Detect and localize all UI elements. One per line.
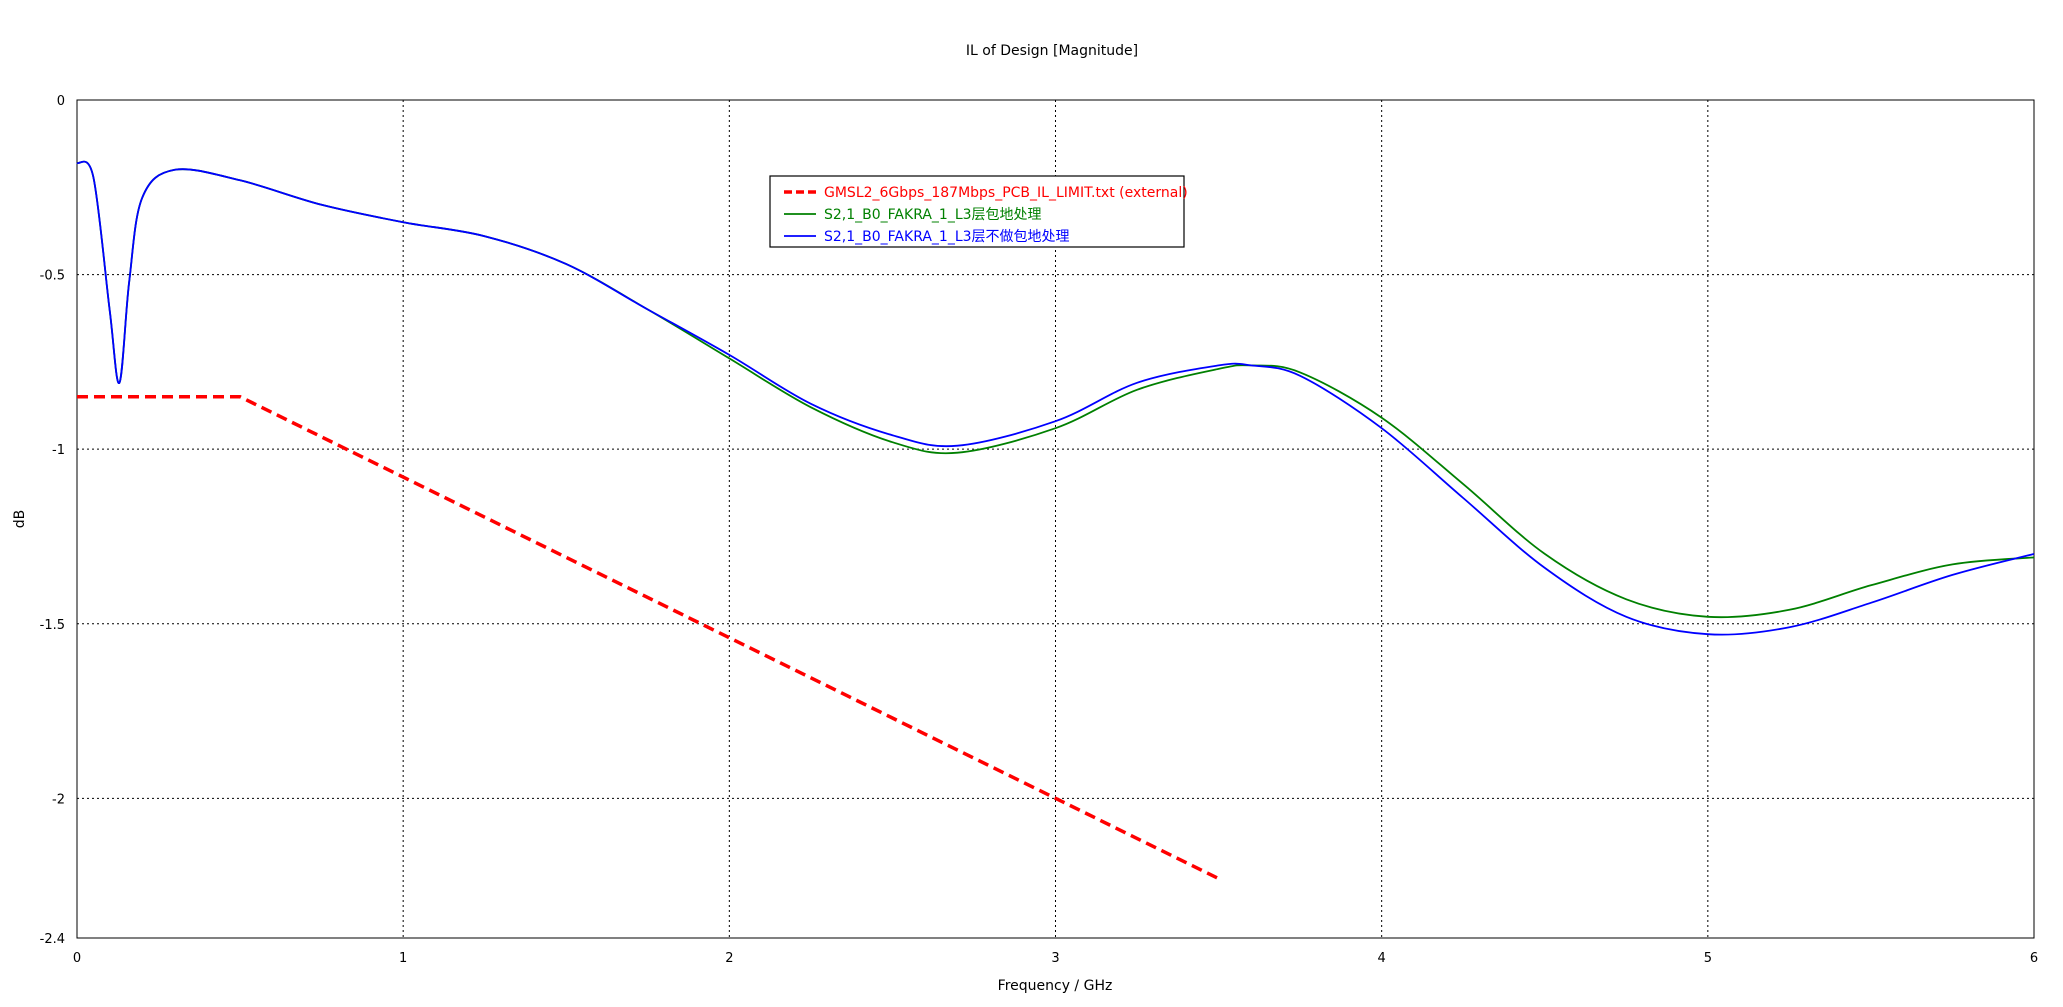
legend-label: GMSL2_6Gbps_187Mbps_PCB_IL_LIMIT.txt (ex… [824, 185, 1188, 201]
plot-frame [76, 99, 2035, 939]
x-tick-label: 3 [1051, 951, 1059, 966]
legend-label: S2,1_B0_FAKRA_1_L3层不做包地处理 [824, 229, 1070, 245]
y-tick-label: -1.5 [40, 618, 65, 633]
legend-box [769, 175, 1185, 248]
y-tick-label: -0.5 [40, 269, 65, 284]
x-tick-label: 2 [725, 951, 733, 966]
grid [77, 100, 2034, 938]
y-tick-label: 0 [57, 94, 65, 109]
y-ticks: 0 -0.5 -1 -1.5 -2 -2.4 [40, 94, 65, 947]
series-line-1 [77, 395, 1220, 881]
x-tick-label: 6 [2030, 951, 2038, 966]
legend: GMSL2_6Gbps_187Mbps_PCB_IL_LIMIT.txt (ex… [769, 175, 1188, 248]
y-tick-label: -2.4 [40, 932, 65, 947]
x-tick-label: 5 [1704, 951, 1712, 966]
x-tick-label: 4 [1378, 951, 1386, 966]
x-ticks: 0 1 2 3 4 5 6 [73, 951, 2038, 966]
x-tick-label: 0 [73, 951, 81, 966]
legend-label: S2,1_B0_FAKRA_1_L3层包地处理 [824, 207, 1042, 223]
series-line-3 [76, 160, 2035, 636]
x-axis-label: Frequency / GHz [998, 978, 1113, 994]
x-tick-label: 1 [399, 951, 407, 966]
y-tick-label: -1 [52, 443, 65, 458]
y-axis-label: dB [12, 510, 28, 529]
series-layer [76, 160, 2035, 881]
y-tick-label: -2 [52, 792, 65, 807]
chart-title: IL of Design [Magnitude] [966, 43, 1138, 59]
